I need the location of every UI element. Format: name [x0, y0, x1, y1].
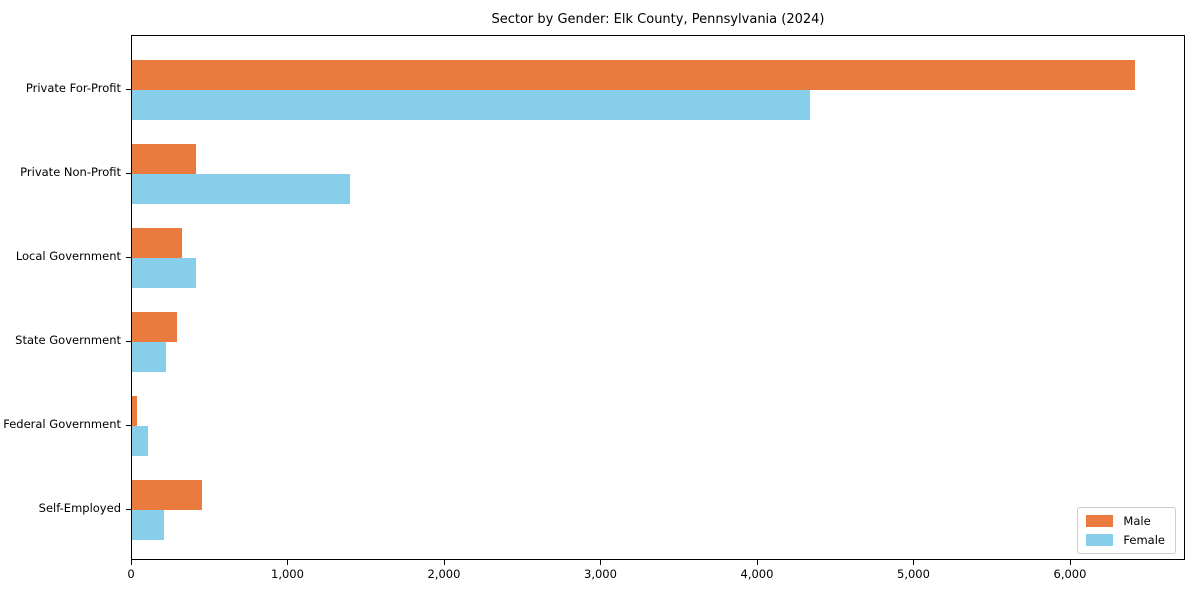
y-tick-label: Private Non-Profit [20, 165, 121, 179]
legend-label-male: Male [1123, 514, 1151, 528]
bar-male-4 [132, 312, 178, 342]
legend-label-female: Female [1123, 533, 1165, 547]
x-tick-mark [287, 560, 289, 565]
x-tick-mark [443, 560, 445, 565]
legend-swatch-female-icon [1086, 534, 1114, 546]
bar-female-3 [132, 258, 197, 288]
x-tick-mark [600, 560, 602, 565]
x-tick-label: 4,000 [740, 567, 774, 581]
bar-male-3 [132, 228, 183, 258]
x-tick-mark [913, 560, 915, 565]
x-tick-label: 3,000 [584, 567, 617, 581]
y-tick-label: Federal Government [3, 417, 121, 431]
legend-swatch-male-icon [1086, 515, 1114, 527]
x-tick-label: 0 [127, 567, 135, 581]
chart-title: Sector by Gender: Elk County, Pennsylvan… [491, 12, 825, 27]
bar-female-2 [132, 174, 350, 204]
y-tick-label: Private For-Profit [25, 81, 121, 95]
x-tick-label: 2,000 [427, 567, 461, 581]
plot-area: Male Female [131, 35, 1185, 560]
legend-item-female: Female [1086, 533, 1165, 547]
x-tick-label: 6,000 [1053, 567, 1087, 581]
x-tick-mark [1069, 560, 1071, 565]
x-tick-mark [131, 560, 132, 565]
legend: Male Female [1077, 507, 1176, 554]
y-tick-label: Local Government [15, 249, 121, 263]
bar-male-2 [132, 144, 197, 174]
bar-male-6 [132, 480, 203, 510]
y-tick-label: State Government [15, 333, 121, 347]
y-tick-mark [126, 89, 131, 90]
y-tick-mark [126, 173, 131, 174]
y-tick-mark [126, 425, 131, 426]
bar-female-5 [132, 426, 148, 456]
bar-female-4 [132, 342, 167, 372]
y-tick-mark [126, 257, 131, 258]
x-tick-label: 1,000 [271, 567, 304, 581]
x-tick-label: 5,000 [897, 567, 930, 581]
y-tick-mark [126, 341, 131, 342]
bar-female-1 [132, 90, 810, 120]
bar-male-5 [132, 396, 137, 426]
x-tick-mark [756, 560, 758, 565]
bar-male-1 [132, 60, 1136, 90]
y-tick-mark [126, 509, 131, 510]
bar-female-6 [132, 510, 165, 540]
legend-item-male: Male [1086, 514, 1165, 528]
y-tick-label: Self-Employed [38, 501, 121, 515]
